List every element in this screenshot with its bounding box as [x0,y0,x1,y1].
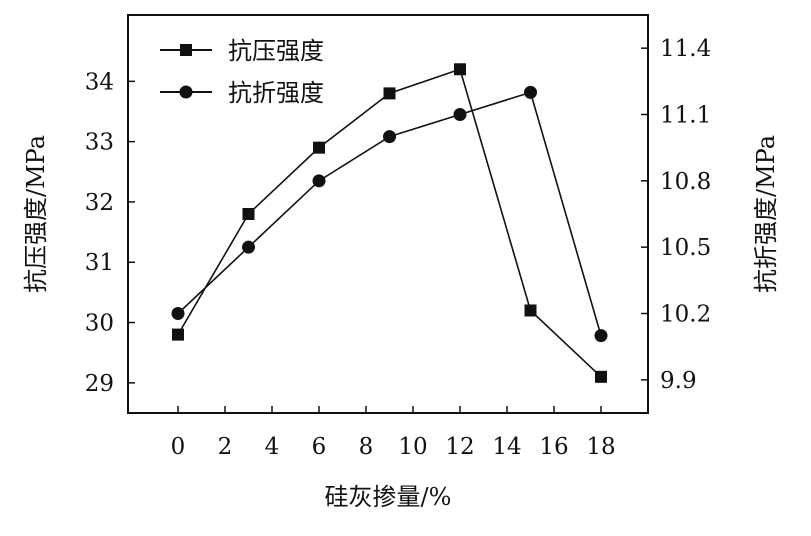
x-tick-label: 2 [218,434,233,460]
data-point-compressive [313,141,325,154]
right-y-axis-title: 抗折强度/MPa [752,135,780,293]
legend-label-flexural: 抗折强度 [228,79,324,107]
data-point-compressive [595,370,607,383]
right-y-tick-label: 10.8 [660,169,711,195]
data-point-compressive [242,208,255,220]
series-layer [171,63,608,383]
data-point-compressive [172,328,184,341]
data-point-flexural [242,240,255,254]
x-tick-label: 18 [586,434,615,460]
x-tick-label: 12 [445,434,474,460]
left-y-tick-label: 31 [85,250,114,276]
x-tick-label: 8 [359,434,374,460]
right-y-tick-label: 10.2 [660,302,711,328]
right-y-tick-label: 11.4 [660,36,711,62]
legend: 抗压强度 抗折强度 [160,37,324,107]
right-y-tick-label: 9.9 [660,368,697,394]
data-point-compressive [524,304,537,317]
x-tick-label: 6 [312,434,327,460]
data-point-flexural [524,85,537,99]
data-point-compressive [454,63,466,76]
left-y-tick-label: 32 [85,190,114,216]
left-y-tick-label: 30 [85,311,114,337]
series-line-flexural [177,91,602,336]
x-tick-label: 4 [265,434,280,460]
right-y-axis: 9.9 10.2 10.5 10.8 11.1 11.4 [641,36,711,394]
legend-marker-square-icon [180,44,192,56]
data-point-flexural [453,108,467,121]
data-point-flexural [383,130,396,144]
legend-label-compressive: 抗压强度 [228,37,324,65]
x-tick-label: 16 [539,434,568,460]
data-point-flexural [312,174,326,188]
x-tick-label: 10 [398,434,427,460]
data-point-flexural [171,307,185,320]
plot-frame [127,14,649,414]
data-point-flexural [594,329,608,343]
left-y-axis-title: 抗压强度/MPa [22,135,50,293]
x-axis-title: 硅灰掺量/% [325,483,452,511]
legend-marker-circle-icon [179,85,193,99]
x-axis: 0 2 4 6 8 10 12 14 16 18 [171,406,616,460]
left-y-tick-label: 34 [85,69,114,95]
right-y-tick-label: 10.5 [660,235,711,261]
x-tick-label: 14 [492,434,521,460]
left-y-tick-label: 29 [85,371,114,397]
data-point-compressive [383,87,396,100]
left-y-tick-label: 33 [85,130,114,156]
left-y-axis: 29 30 31 32 33 34 [85,69,135,397]
right-y-tick-label: 11.1 [660,103,711,129]
x-tick-label: 0 [171,434,186,460]
